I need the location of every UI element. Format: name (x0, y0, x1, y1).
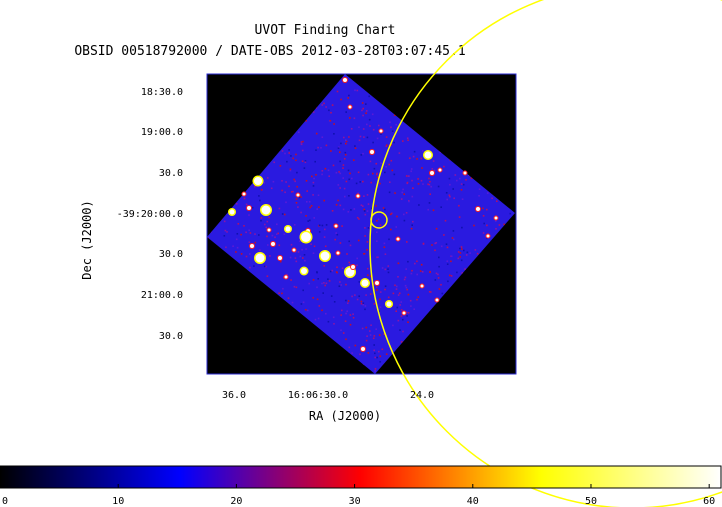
x-axis-ticks: 36.0 16:06:30.0 24.0 (222, 390, 434, 401)
x-tick-label: 16:06:30.0 (288, 390, 348, 401)
colorbar-tick-label: 30 (349, 496, 361, 507)
y-axis-ticks: 18:30.0 19:00.0 30.0 -39:20:00.0 30.0 21:00.0… (117, 87, 183, 342)
colorbar-tick-label: 60 (703, 496, 715, 507)
chart-title: UVOT Finding Chart (255, 23, 396, 38)
y-tick-label: 30.0 (159, 249, 183, 260)
colorbar (0, 465, 722, 489)
y-tick-label: 30.0 (159, 331, 183, 342)
y-tick-label: 19:00.0 (141, 127, 183, 138)
y-tick-label: 30.0 (159, 168, 183, 179)
colorbar-tick-label: 20 (230, 496, 242, 507)
x-tick-label: 24.0 (410, 390, 434, 401)
chart-subtitle: OBSID 00518792000 / DATE-OBS 2012-03-28T… (74, 44, 465, 59)
colorbar-tick-label: 50 (585, 496, 597, 507)
y-tick-label: 18:30.0 (141, 87, 183, 98)
colorbar-tick-label: 10 (112, 496, 124, 507)
colorbar-ticks: 0 10 20 30 40 50 60 (0, 484, 715, 507)
x-tick-label: 36.0 (222, 390, 246, 401)
colorbar-tick-label: 0 (2, 496, 8, 507)
large-error-circle (369, 0, 722, 507)
y-axis-label: Dec (J2000) (80, 200, 94, 279)
colorbar-tick-label: 40 (467, 496, 479, 507)
x-axis-label: RA (J2000) (309, 409, 381, 423)
target-circle (370, 211, 388, 229)
stars-layer (228, 77, 499, 352)
y-tick-label: 21:00.0 (141, 290, 183, 301)
y-tick-label: -39:20:00.0 (117, 209, 183, 220)
